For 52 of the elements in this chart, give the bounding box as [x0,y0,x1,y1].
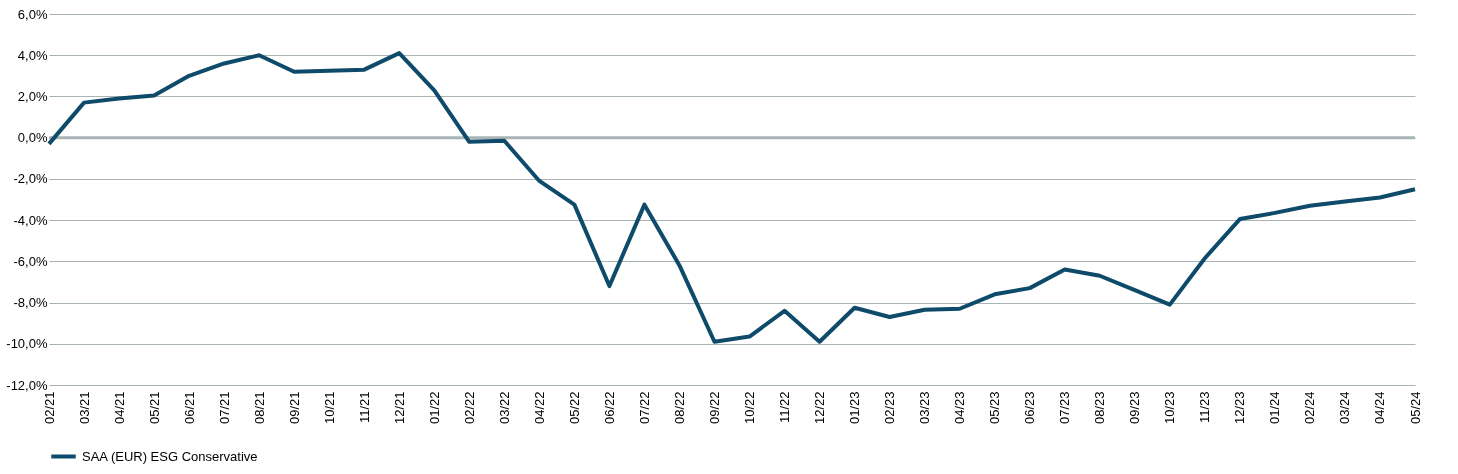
y-tick-label: -12,0% [6,377,48,393]
y-tick-label: -8,0% [13,295,48,311]
y-tick-label: 6,0% [17,6,48,22]
x-tick-label: 10/22 [742,391,758,425]
x-tick-label: 02/22 [461,391,477,425]
y-tick-label: -2,0% [13,171,48,187]
x-tick-label: 12/21 [391,391,407,425]
x-tick-label: 03/22 [496,391,512,425]
y-tick-label: -10,0% [6,336,48,352]
x-tick-label: 03/21 [76,391,92,425]
x-tick-label: 09/22 [706,391,722,425]
x-tick-label: 04/22 [531,391,547,425]
x-tick-label: 08/23 [1092,391,1108,425]
x-tick-label: 08/21 [251,391,267,425]
x-tick-label: 01/22 [426,391,442,425]
x-tick-label: 11/23 [1197,391,1213,424]
x-tick-label: 12/23 [1232,391,1248,425]
y-tick-label: 0,0% [17,130,48,146]
x-tick-label: 01/24 [1267,391,1283,425]
x-tick-label: 12/22 [812,391,828,425]
x-tick-label: 05/22 [566,391,582,425]
y-tick-label: 4,0% [17,47,48,63]
x-tick-label: 11/22 [777,391,793,424]
x-tick-label: 07/23 [1057,391,1073,425]
x-tick-label: 06/23 [1022,391,1038,425]
x-tick-label: 11/21 [356,391,372,424]
legend-label: SAA (EUR) ESG Conservative [82,448,258,464]
x-tick-label: 03/23 [917,391,933,425]
x-tick-label: 03/24 [1337,391,1353,425]
x-tick-label: 04/21 [111,391,127,425]
line-series [47,51,1417,344]
x-tick-label: 02/23 [882,391,898,425]
x-tick-label: 07/22 [636,391,652,425]
x-tick-label: 05/24 [1407,391,1423,425]
x-tick-label: 05/21 [146,391,162,425]
x-tick-label: 10/23 [1162,391,1178,425]
y-tick-label: -6,0% [13,253,48,269]
x-tick-label: 08/22 [671,391,687,425]
x-tick-label: 02/21 [41,391,57,425]
x-tick-label: 09/21 [286,391,302,425]
x-tick-label: 09/23 [1127,391,1143,425]
x-tick-label: 04/24 [1372,391,1388,425]
x-tick-label: 07/21 [216,391,232,425]
x-tick-label: 05/23 [987,391,1003,425]
x-tick-label: 06/21 [181,391,197,425]
x-tick-label: 01/23 [847,391,863,425]
y-tick-label: -4,0% [13,212,48,228]
x-tick-label: 10/21 [321,391,337,425]
y-tick-label: 2,0% [17,88,48,104]
x-tick-label: 02/24 [1302,391,1318,425]
x-tick-label: 06/22 [601,391,617,425]
x-tick-label: 04/23 [952,391,968,425]
